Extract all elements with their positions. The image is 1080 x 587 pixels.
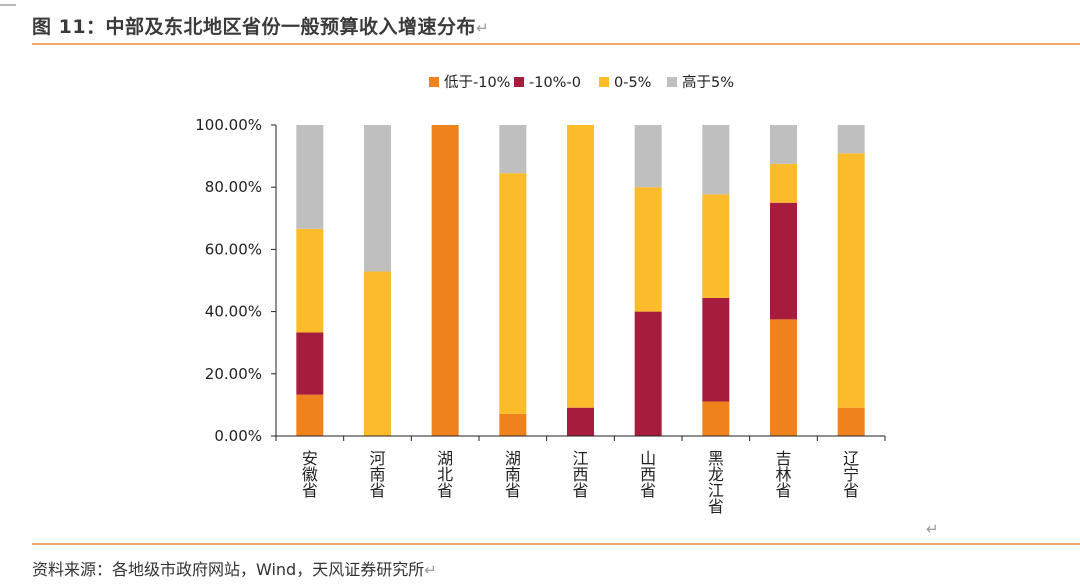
stacked-bar-chart: 低于-10% -10%-0 0-5% 高于5% 0.00% 20.00% 40.00% 60…: [195, 74, 886, 516]
x-category-label: 辽宁省: [843, 449, 859, 500]
x-category-label: 湖南省: [505, 449, 521, 500]
x-category-label: 吉林省: [775, 449, 791, 500]
bar-segment: [567, 407, 594, 436]
bar-segment: [431, 125, 459, 436]
legend-item: -10%-0: [514, 75, 581, 91]
bar-segment: [364, 271, 391, 436]
bar-stack: [770, 125, 797, 436]
legend-item: 低于-10%: [429, 74, 510, 91]
bar-segment: [837, 153, 865, 408]
y-tick-label: 0.00%: [214, 427, 262, 445]
bar-segment: [770, 319, 797, 436]
source-rule: [32, 543, 1080, 545]
bar-stack: [567, 125, 594, 436]
legend-label: 0-5%: [614, 75, 651, 91]
bar-segment: [770, 163, 797, 203]
bar-segment: [567, 125, 594, 408]
bar-segment: [296, 394, 324, 436]
bar-segment: [296, 228, 324, 333]
bar-segment: [770, 125, 797, 164]
y-tick-label: 100.00%: [195, 116, 262, 134]
paragraph-return-mark: ↵: [476, 19, 490, 37]
bar-segment: [499, 173, 527, 414]
bar-segment: [837, 407, 865, 436]
bar-segment: [499, 413, 527, 436]
legend-label: -10%-0: [529, 75, 581, 91]
bar-segment: [837, 125, 865, 154]
bar-stack: [702, 125, 730, 436]
legend-label: 低于-10%: [444, 74, 510, 91]
figure-title: 图 11：中部及东北地区省份一般预算收入增速分布↵: [32, 12, 489, 39]
bar-segment: [634, 311, 662, 436]
header-accent-line: [0, 4, 16, 6]
x-axis: 安徽省 河南省 湖北省 湖南省 江西省 山西省 黑龙江省 吉林省 辽宁省: [275, 435, 886, 516]
bar-segment: [296, 332, 324, 395]
y-axis: 0.00% 20.00% 40.00% 60.00% 80.00% 100.00%: [195, 116, 277, 445]
x-category-label: 江西省: [572, 449, 588, 500]
bar-segment: [296, 125, 324, 229]
bar-segment: [702, 401, 730, 436]
bar-groups: [296, 125, 865, 436]
legend-swatch: [429, 77, 439, 87]
legend-swatch: [599, 77, 609, 87]
bar-segment: [634, 125, 662, 188]
y-tick-label: 80.00%: [205, 178, 262, 196]
bar-segment: [634, 187, 662, 312]
chart-legend: 低于-10% -10%-0 0-5% 高于5%: [429, 74, 734, 91]
bar-segment: [770, 202, 797, 320]
x-category-label: 河南省: [369, 449, 385, 500]
x-category-label: 安徽省: [302, 449, 318, 500]
bar-segment: [499, 125, 527, 174]
bar-stack: [296, 125, 324, 436]
bar-stack: [499, 125, 527, 436]
figure-title-text: 图 11：中部及东北地区省份一般预算收入增速分布: [32, 16, 477, 38]
x-category-label: 湖北省: [437, 449, 453, 500]
y-tick-label: 60.00%: [205, 240, 262, 258]
source-text: 资料来源：各地级市政府网站，Wind，天风证券研究所: [32, 560, 425, 579]
x-category-label: 山西省: [640, 449, 656, 500]
y-tick-label: 40.00%: [205, 303, 262, 321]
bar-stack: [837, 125, 865, 436]
legend-swatch: [514, 77, 524, 87]
bar-segment: [702, 125, 730, 195]
paragraph-return-mark-3: ↵: [424, 561, 437, 579]
bar-stack: [634, 125, 662, 436]
bar-stack: [364, 125, 391, 436]
paragraph-return-mark-2: ↵: [926, 520, 939, 538]
legend-item: 0-5%: [599, 75, 651, 91]
legend-label: 高于5%: [682, 74, 734, 91]
bar-segment: [364, 125, 391, 272]
title-rule: [32, 43, 1080, 45]
y-tick-label: 20.00%: [205, 365, 262, 383]
legend-swatch: [667, 77, 677, 87]
legend-item: 高于5%: [667, 74, 734, 91]
bar-segment: [702, 194, 730, 298]
source-note: 资料来源：各地级市政府网站，Wind，天风证券研究所↵: [32, 556, 437, 580]
x-category-label: 黑龙江省: [708, 449, 724, 516]
bar-segment: [702, 297, 730, 402]
bar-stack: [431, 125, 459, 436]
